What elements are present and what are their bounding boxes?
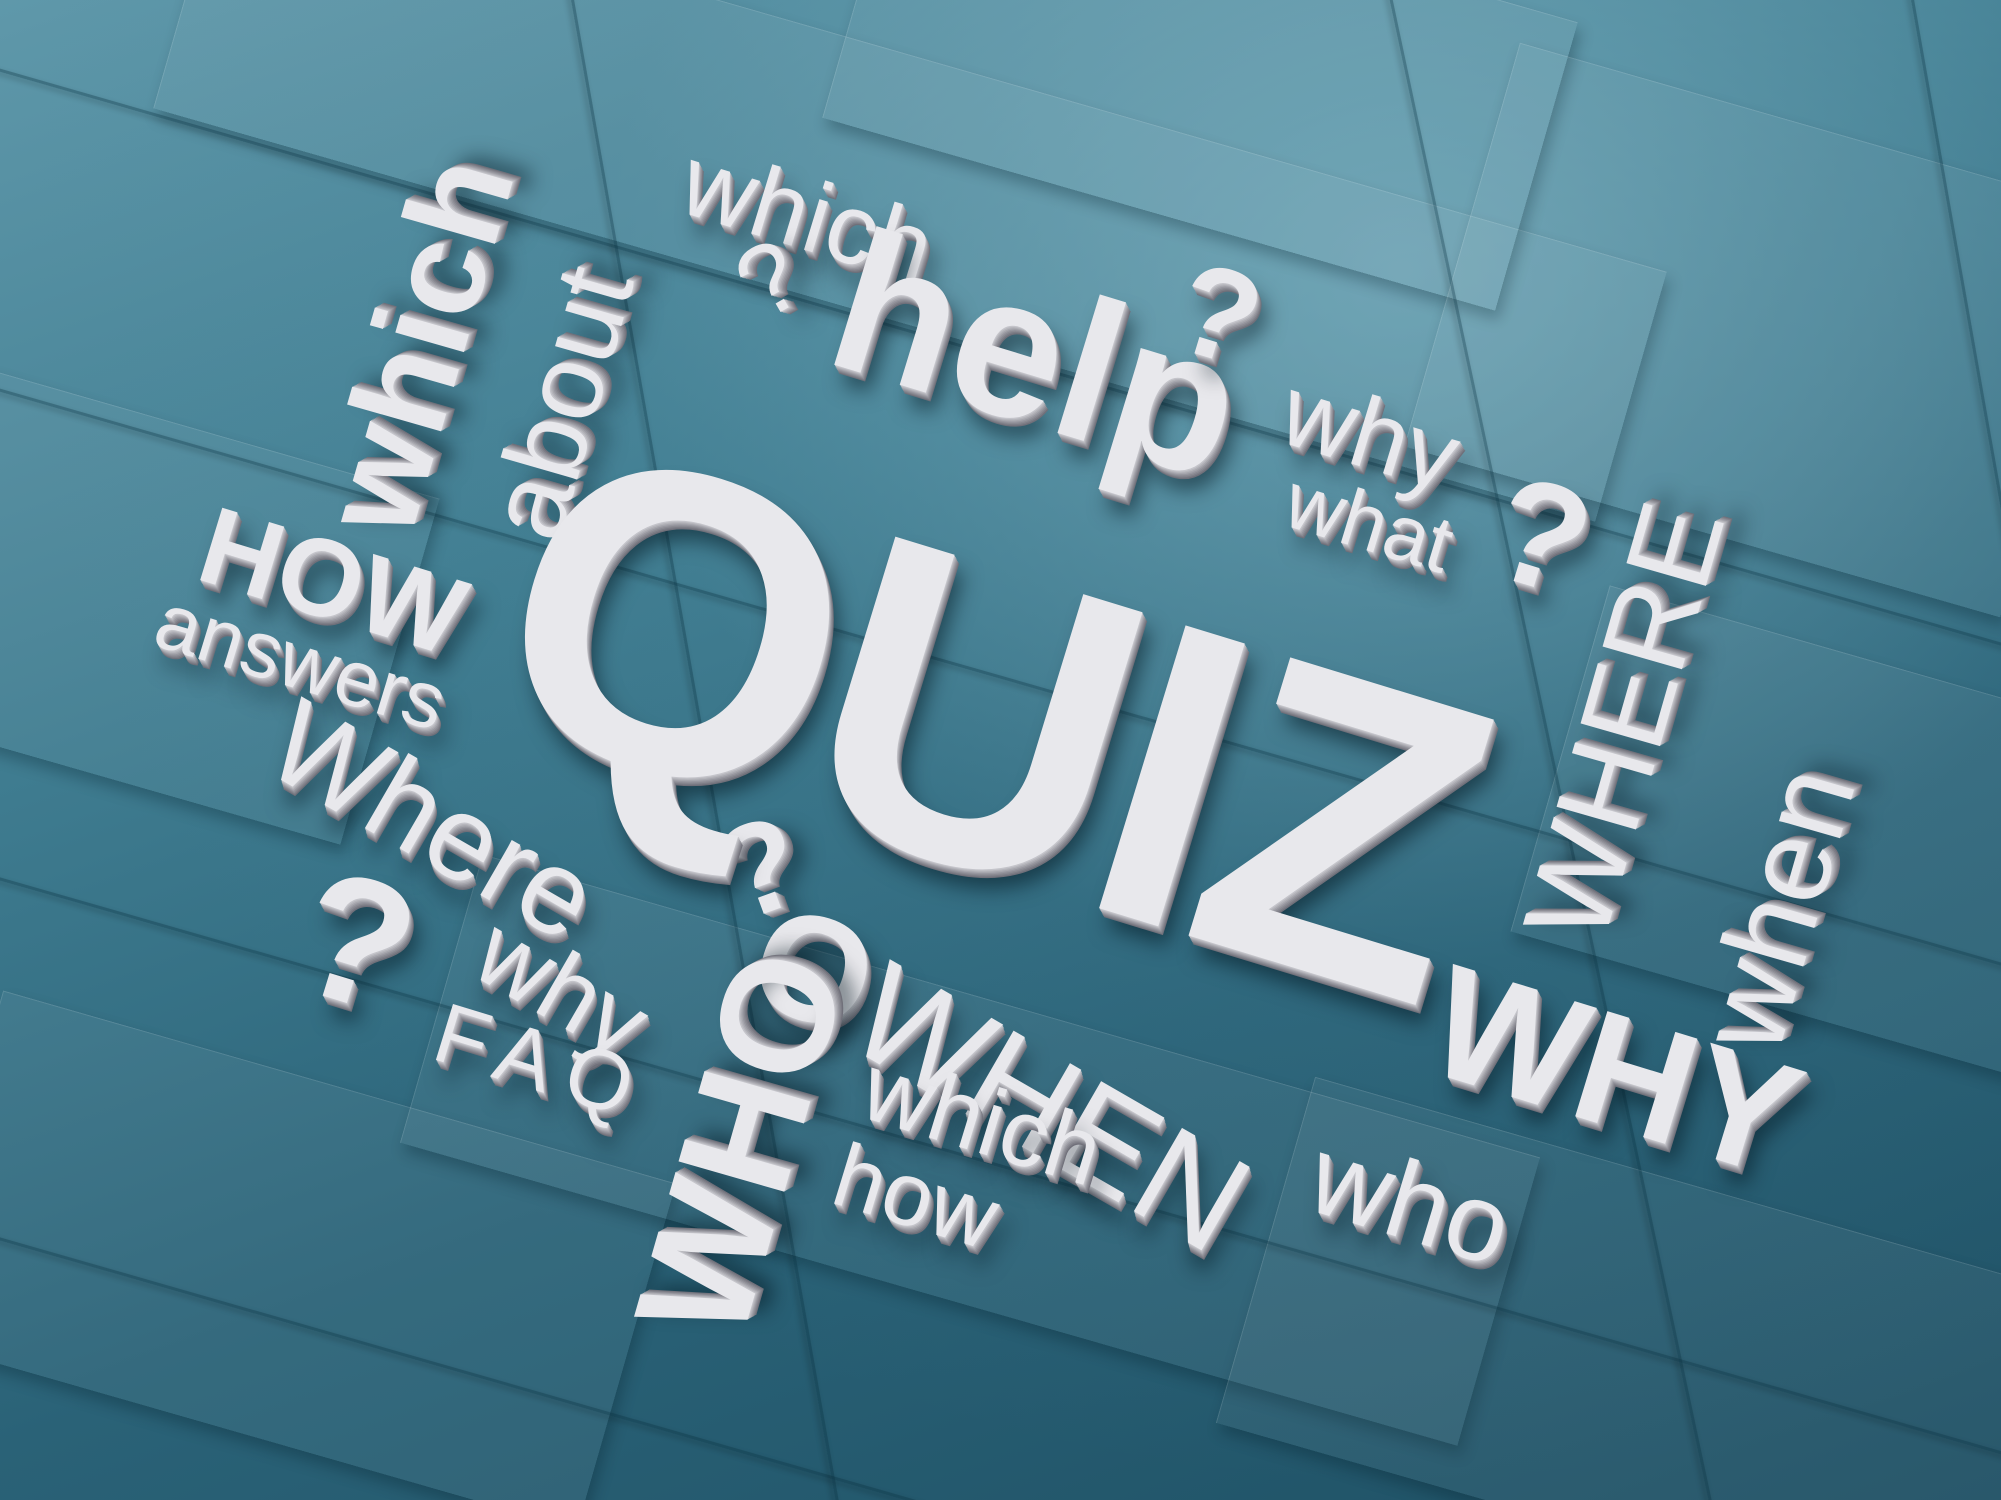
question-mark-left: ?: [274, 829, 439, 1054]
question-mark-top-right: ?: [1159, 232, 1279, 396]
question-mark-right: ?: [1473, 441, 1611, 629]
word-who-lower: who: [1296, 1113, 1526, 1290]
